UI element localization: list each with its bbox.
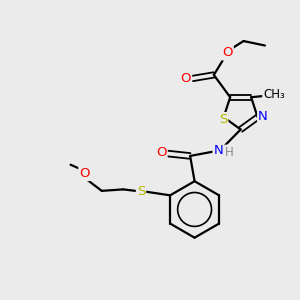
Text: S: S <box>219 113 227 126</box>
Text: O: O <box>181 72 191 85</box>
Text: N: N <box>214 144 223 158</box>
Text: CH₃: CH₃ <box>263 88 285 101</box>
Text: O: O <box>79 167 90 180</box>
Text: N: N <box>258 110 268 123</box>
Text: O: O <box>222 46 233 59</box>
Text: S: S <box>137 185 145 198</box>
Text: O: O <box>156 146 166 160</box>
Text: H: H <box>225 146 234 159</box>
